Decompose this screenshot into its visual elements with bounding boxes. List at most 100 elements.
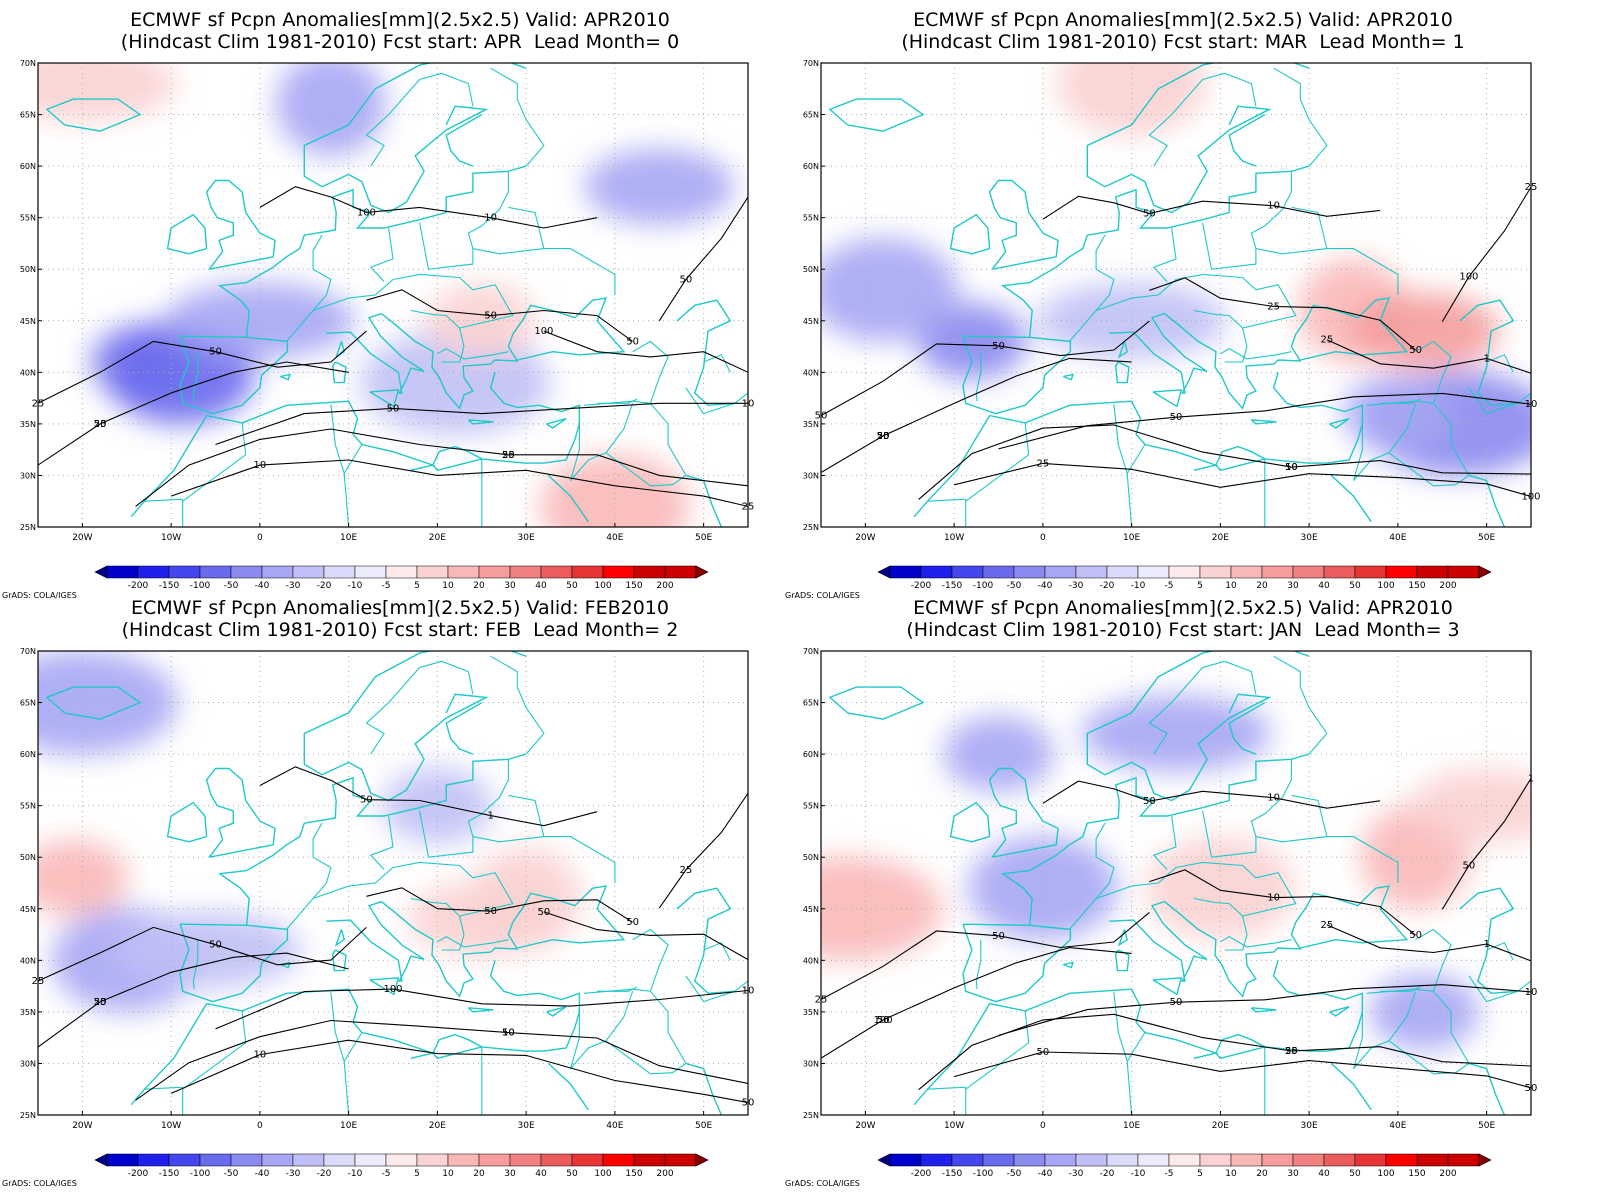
colorbar-swatch (602, 1153, 635, 1167)
lat-tick-label: 30N (20, 471, 36, 480)
colorbar-label: -5 (382, 581, 391, 591)
contour-line (998, 392, 1531, 450)
lon-tick-label: 20W (855, 533, 875, 543)
country-border (1202, 171, 1292, 270)
lat-tick-label: 35N (803, 1008, 819, 1017)
contour-label: 50 (1285, 462, 1298, 473)
country-border (343, 1032, 363, 1115)
lat-tick-label: 25N (803, 523, 819, 532)
anomaly-region (821, 237, 959, 342)
colorbar-label: 5 (1197, 581, 1203, 591)
contour-line (953, 1051, 1531, 1089)
contour-line (366, 887, 633, 923)
contour-line (170, 459, 748, 507)
lat-tick-label: 65N (803, 699, 819, 708)
anomaly-region (1081, 695, 1271, 772)
coastline (331, 949, 347, 972)
country-border (365, 72, 442, 167)
coastline (130, 415, 208, 518)
coastline (1330, 1062, 1372, 1111)
plot-frame (37, 62, 749, 528)
coastline (1063, 373, 1075, 381)
country-border (369, 815, 394, 870)
colorbar-swatch (571, 565, 604, 579)
country-border (1468, 975, 1531, 1003)
colorbar-swatch (385, 1153, 418, 1167)
coastline (218, 165, 527, 338)
lon-tick-label: 20W (855, 1121, 875, 1131)
contour-line (821, 947, 1132, 1059)
coastline (1459, 299, 1518, 407)
country-border (597, 986, 638, 992)
country-border (419, 171, 509, 270)
lon-tick-label: 10E (340, 1121, 357, 1131)
country-border (936, 499, 967, 527)
contour-label: 25 (1267, 302, 1280, 313)
colorbar-swatch (1292, 1153, 1325, 1167)
coastline (1086, 651, 1310, 802)
country-border (1380, 398, 1421, 404)
colorbar-label: 50 (1349, 581, 1361, 591)
panel-title-line1: ECMWF sf Pcpn Anomalies[mm](2.5x2.5) Val… (131, 597, 669, 619)
coastline (547, 1062, 589, 1111)
coastline (432, 960, 581, 1060)
lat-tick-label: 25N (20, 523, 36, 532)
colorbar-swatch (1323, 565, 1356, 579)
country-border (927, 1086, 966, 1090)
country-border (965, 1010, 1030, 1090)
colorbar-arrow-right (695, 565, 709, 579)
grads-credit: GrADS: COLA/IGES (785, 1179, 860, 1188)
colorbar-label: -200 (128, 581, 149, 591)
contour-label: 50 (1285, 1046, 1298, 1057)
colorbar-swatch (1137, 1153, 1170, 1167)
country-border (1224, 660, 1257, 695)
contour-label: 50 (484, 906, 497, 917)
contour-line (135, 1019, 748, 1101)
lat-tick-label: 60N (20, 750, 36, 759)
colorbar-arrow-right (1478, 565, 1492, 579)
coastline (179, 923, 289, 1003)
colorbar-label: -50 (224, 581, 239, 591)
coastline (1459, 887, 1518, 995)
coastline (280, 373, 292, 381)
panel-title-line1: ECMWF sf Pcpn Anomalies[mm](2.5x2.5) Val… (913, 597, 1453, 619)
colorbar-label: 10 (442, 1169, 454, 1179)
colorbar-label: 30 (504, 581, 516, 591)
colorbar-swatch (1230, 1153, 1263, 1167)
colorbar-swatch (602, 565, 635, 579)
coastline (1468, 1062, 1506, 1115)
contour-label: 10 (254, 460, 267, 471)
colorbar-swatch (982, 1153, 1015, 1167)
country-border (543, 836, 616, 883)
colorbar-swatch (447, 1153, 480, 1167)
coastline (1468, 474, 1506, 527)
country-border (1432, 402, 1470, 476)
coastline (334, 929, 346, 947)
country-border (1224, 72, 1257, 107)
coastline (326, 900, 425, 982)
contour-line (1149, 869, 1416, 936)
colorbar-label: 5 (414, 1169, 420, 1179)
colorbar-label: 20 (1256, 1169, 1268, 1179)
country-border (936, 1087, 967, 1115)
colorbar-swatch (230, 565, 263, 579)
coastline (326, 312, 425, 394)
colorbar-label: 5 (1197, 1169, 1203, 1179)
country-border (330, 992, 345, 1062)
contour-line (259, 186, 598, 229)
lon-tick-label: 50E (695, 1121, 712, 1131)
colorbar-swatch (292, 565, 325, 579)
coastline (432, 372, 581, 472)
panel-title-line1: ECMWF sf Pcpn Anomalies[mm](2.5x2.5) Val… (913, 9, 1453, 31)
colorbar-swatch (478, 1153, 511, 1167)
colorbar-label: -30 (286, 1169, 301, 1179)
coastline (1086, 63, 1310, 214)
map-plot: 505050505050502550100252550101010115070N… (803, 647, 1538, 1179)
country-border (1352, 418, 1363, 481)
contour-label: 50 (502, 450, 515, 461)
colorbar-swatch (633, 1153, 666, 1167)
colorbar-swatch (106, 1153, 139, 1167)
colorbar-label: -200 (128, 1169, 149, 1179)
lon-tick-label: 50E (695, 533, 712, 543)
colorbar-swatch (1416, 1153, 1449, 1167)
